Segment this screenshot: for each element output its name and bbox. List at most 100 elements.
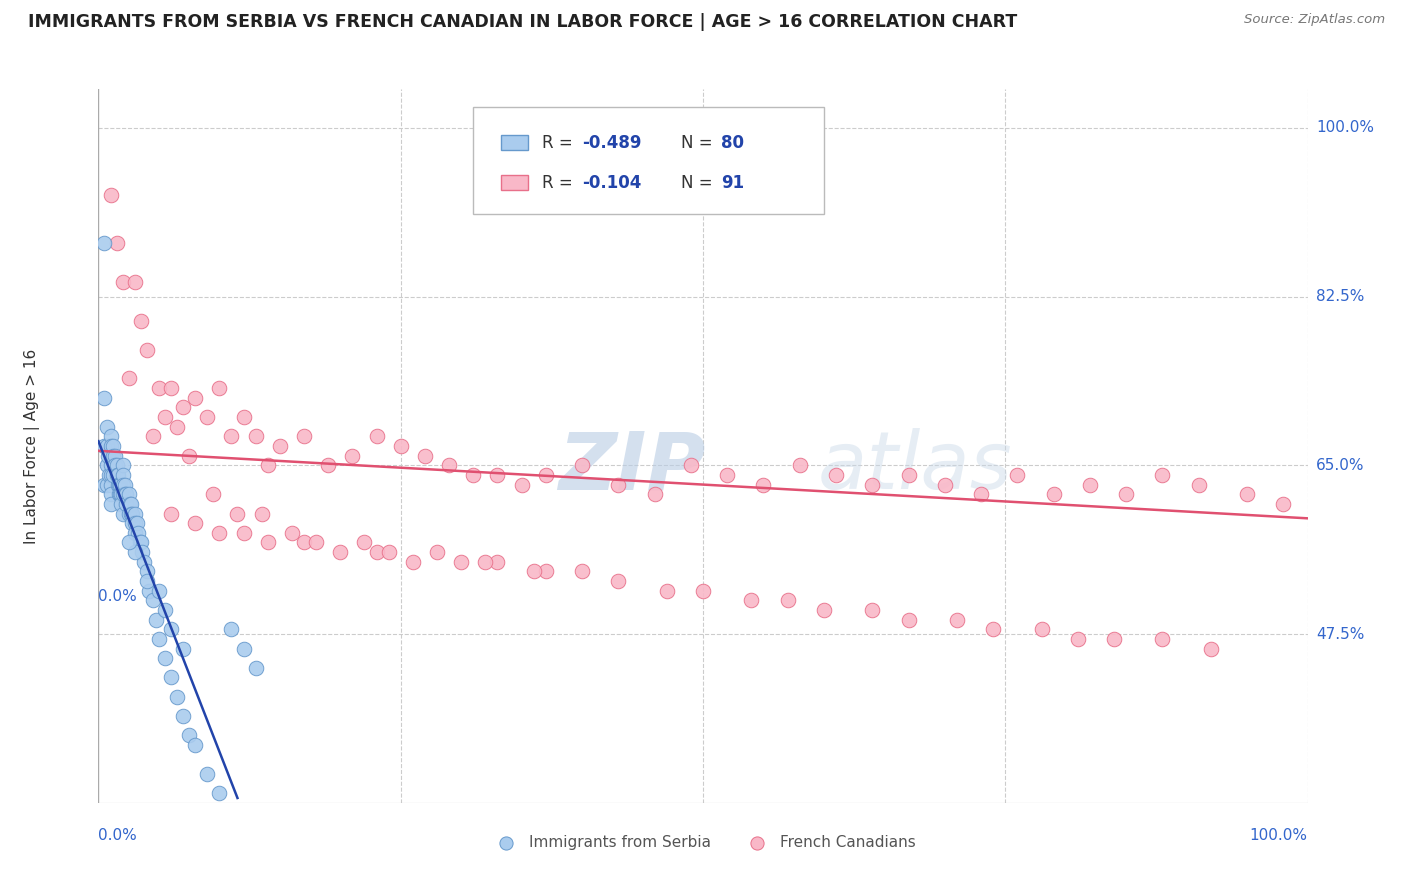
Point [107,467,129,482]
Point [510,477,533,491]
Point [110,497,132,511]
Point [1188,477,1211,491]
Point [250,507,273,521]
Point [142,593,165,607]
Text: 0.0%: 0.0% [98,828,138,843]
Point [166,690,188,704]
Legend: Immigrants from Serbia, French Canadians: Immigrants from Serbia, French Canadians [485,829,921,855]
Point [145,613,167,627]
Text: N =: N = [682,134,718,152]
Point [245,429,267,443]
Text: 100.0%: 100.0% [1316,120,1374,136]
Point [179,449,201,463]
Point [100,467,122,482]
Point [1152,632,1174,646]
Point [184,391,207,405]
Point [897,613,920,627]
Text: Source: ZipAtlas.com: Source: ZipAtlas.com [1244,13,1385,27]
Text: 47.5%: 47.5% [1316,626,1364,641]
Point [860,603,883,617]
Point [1102,632,1125,646]
Point [135,574,157,588]
Point [534,565,557,579]
Point [124,525,146,540]
Point [292,535,315,549]
Point [100,188,122,202]
Point [121,507,143,521]
Point [644,487,666,501]
Point [172,709,194,723]
Point [437,458,460,473]
Point [120,497,142,511]
Point [93,391,115,405]
Point [107,477,129,491]
Point [934,477,956,491]
Text: R =: R = [543,134,578,152]
Text: N =: N = [682,174,718,192]
Point [166,419,188,434]
Point [450,555,472,569]
Point [127,525,149,540]
Point [305,535,328,549]
Point [1067,632,1090,646]
Point [111,477,134,491]
Point [138,583,160,598]
Point [221,622,243,636]
Point [128,535,150,549]
Point [115,487,138,501]
Point [100,477,122,491]
Point [160,622,183,636]
Text: 65.0%: 65.0% [1316,458,1364,473]
Point [221,429,243,443]
Point [389,439,412,453]
Point [655,583,678,598]
Point [96,439,118,453]
Point [281,525,304,540]
Point [789,458,811,473]
Point [172,401,194,415]
Point [679,458,702,473]
Point [184,738,207,752]
Point [740,593,762,607]
Point [127,516,149,530]
Point [100,487,122,501]
Bar [501,135,527,151]
Point [426,545,449,559]
Point [129,313,152,327]
Point [1152,467,1174,482]
Point [153,651,176,665]
Point [208,786,231,800]
Text: R =: R = [543,174,578,192]
Point [316,458,339,473]
Point [114,477,136,491]
Point [269,439,291,453]
Point [179,728,201,742]
Point [946,613,969,627]
Point [1199,641,1222,656]
Point [104,449,127,463]
Point [366,545,388,559]
Point [100,429,122,443]
Point [118,535,141,549]
Point [172,641,194,656]
Point [981,622,1004,636]
Point [256,535,278,549]
Point [153,603,176,617]
Point [121,516,143,530]
Point [353,535,375,549]
Point [118,371,141,385]
Point [98,467,121,482]
Point [1078,477,1101,491]
FancyBboxPatch shape [474,107,824,214]
Point [1272,497,1295,511]
Point [124,275,146,289]
Point [153,410,176,425]
Point [115,497,138,511]
Text: 82.5%: 82.5% [1316,289,1364,304]
Text: -0.104: -0.104 [582,174,641,192]
Point [160,670,183,684]
Point [463,467,485,482]
Point [486,467,509,482]
Point [97,449,120,463]
Text: 80: 80 [721,134,744,152]
